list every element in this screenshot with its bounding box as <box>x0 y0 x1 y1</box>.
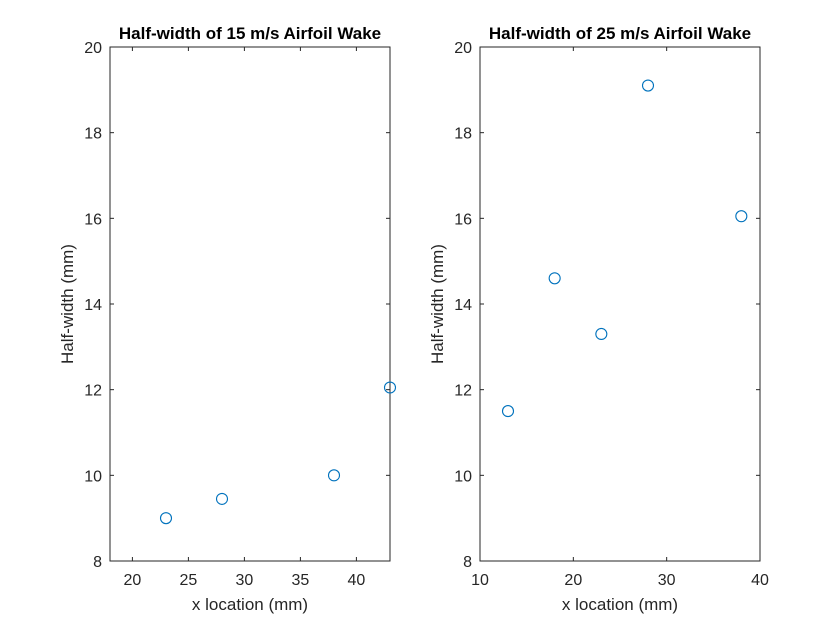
left-x-tick-label: 20 <box>124 572 142 589</box>
left-x-tick-label: 30 <box>236 572 254 589</box>
left-x-axis-label: x location (mm) <box>192 595 308 614</box>
left-y-tick-label: 10 <box>84 468 102 485</box>
left-data-point <box>215 492 229 505</box>
right-x-tick-label: 10 <box>471 572 489 589</box>
right-data-point <box>641 79 655 92</box>
right-y-tick-label: 8 <box>463 554 472 571</box>
right-x-tick-label: 20 <box>564 572 582 589</box>
right-y-tick-label: 10 <box>454 468 472 485</box>
right-data-point <box>548 272 561 285</box>
right-y-tick-label: 12 <box>454 383 472 400</box>
right-x-tick-label: 30 <box>658 572 676 589</box>
left-axes-box <box>109 46 391 562</box>
right-chart-title: Half-width of 25 m/s Airfoil Wake <box>489 24 751 43</box>
right-data-point <box>735 210 748 223</box>
left-y-tick-label: 16 <box>84 211 102 228</box>
left-chart-title: Half-width of 15 m/s Airfoil Wake <box>119 24 381 43</box>
right-data-point <box>501 405 515 418</box>
left-data-point <box>159 512 173 525</box>
right-y-tick-label: 16 <box>454 211 472 228</box>
right-y-tick-label: 20 <box>454 40 472 57</box>
left-x-tick-label: 40 <box>348 572 366 589</box>
left-y-tick-label: 12 <box>84 383 102 400</box>
right-y-axis-label: Half-width (mm) <box>428 244 447 364</box>
left-data-point <box>327 469 341 482</box>
left-y-tick-label: 18 <box>84 126 102 143</box>
left-subplot: 20 25 30 35 40 8 10 12 14 16 18 20 Half-width of 15 … <box>58 24 397 614</box>
left-y-tick-label: 20 <box>84 40 102 57</box>
right-y-tick-label: 18 <box>454 126 472 143</box>
right-x-tick-label: 40 <box>751 572 769 589</box>
right-y-tick-label: 14 <box>454 297 472 314</box>
right-axes-box <box>479 46 761 562</box>
left-y-tick-label: 14 <box>84 297 102 314</box>
left-x-tick-label: 35 <box>292 572 310 589</box>
left-y-tick-label: 8 <box>93 554 102 571</box>
left-x-tick-label: 25 <box>180 572 198 589</box>
right-x-axis-label: x location (mm) <box>562 595 678 614</box>
left-data-point <box>383 381 397 394</box>
right-data-point <box>595 327 608 341</box>
left-y-axis-label: Half-width (mm) <box>58 244 77 364</box>
